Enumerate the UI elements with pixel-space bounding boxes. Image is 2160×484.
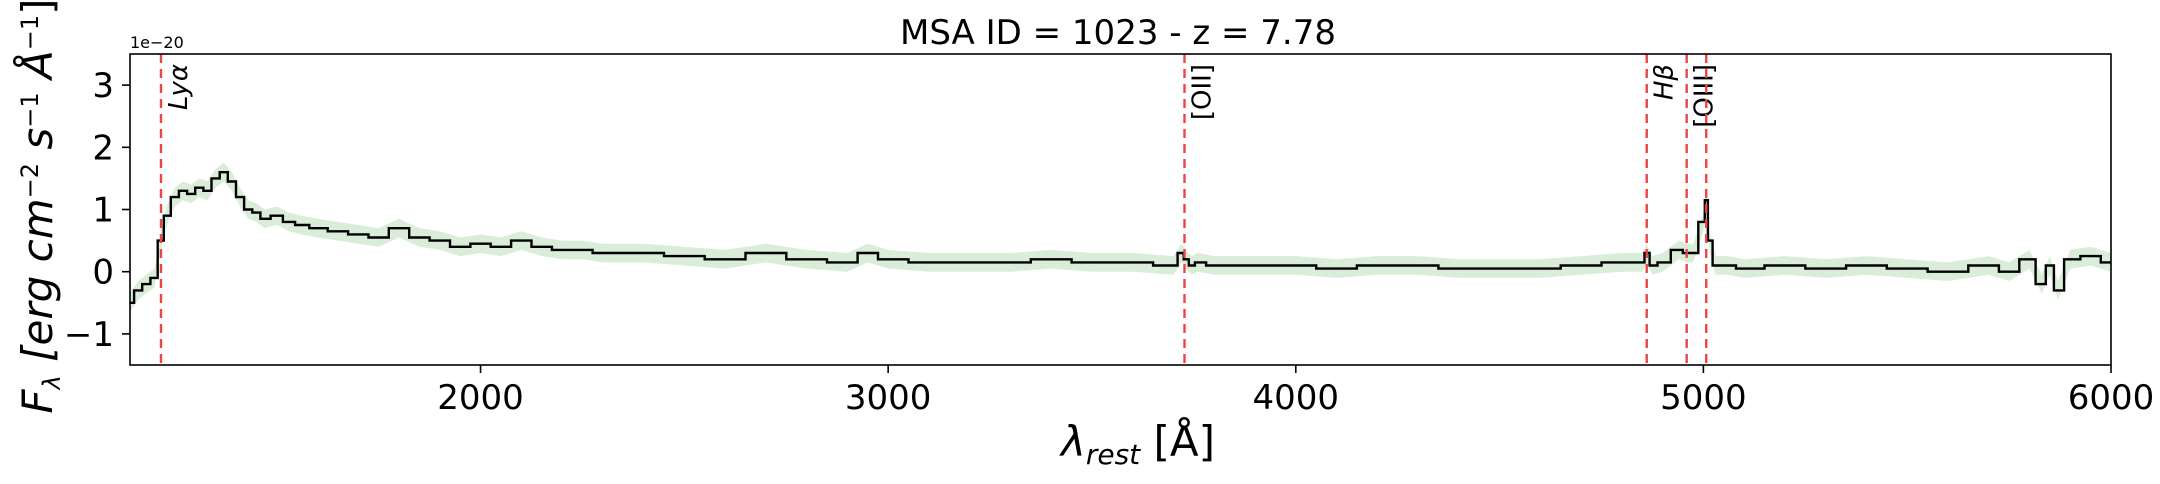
plot-area: Lyα [OII] Hβ [OIII]	[130, 54, 2111, 365]
y-tick-label: 2	[92, 128, 114, 168]
emission-line-label: [OII]	[1187, 64, 1217, 120]
y-tick-label: 3	[92, 66, 114, 106]
y-axis-label-exp-1: −2	[16, 163, 44, 198]
y-axis-label-exp-2: −1	[16, 92, 44, 127]
x-tick-label: 5000	[1660, 378, 1747, 418]
x-tick-label: 6000	[2068, 378, 2155, 418]
y-tick-label: −1	[64, 315, 114, 355]
chart-title: MSA ID = 1023 - z = 7.78	[900, 13, 1336, 53]
y-axis-label-unit: [erg cm	[13, 198, 62, 375]
uncertainty-band	[130, 162, 2111, 313]
emission-line-label: Lyα	[164, 64, 194, 110]
y-axis-label: Fλ [erg cm−2 s−1 Å−1]	[12, 0, 66, 414]
axes: 2000 3000 4000 5000 6000 −1 0 1 2 3	[64, 53, 2155, 418]
x-tick-label: 2000	[437, 378, 524, 418]
x-axis-label-subscript: rest	[1086, 438, 1141, 471]
spectrum-line	[130, 171, 2111, 304]
y-tick-label: 1	[92, 191, 114, 231]
y-axis-label-exp-3: −1	[16, 15, 44, 50]
y-axis-label-symbol: F	[13, 389, 62, 414]
x-axis-label-symbol: λ	[1059, 417, 1086, 466]
y-axis-label-unit-3: Å	[12, 50, 62, 92]
y-offset-text: 1e−20	[130, 33, 184, 52]
emission-line-label: Hβ	[1650, 64, 1680, 100]
x-axis-label: λrest [Å]	[1059, 416, 1215, 471]
y-axis-label-unit-2: s	[13, 128, 62, 163]
plot-frame	[129, 53, 2112, 366]
y-axis-label-subscript: λ	[38, 375, 66, 391]
x-axis-label-unit: [Å]	[1140, 416, 1215, 466]
emission-line-label: [OIII]	[1690, 64, 1720, 128]
y-axis-label-close: ]	[13, 0, 62, 15]
x-tick-label: 4000	[1253, 378, 1340, 418]
x-tick-label: 3000	[845, 378, 932, 418]
y-tick-label: 0	[92, 253, 114, 293]
